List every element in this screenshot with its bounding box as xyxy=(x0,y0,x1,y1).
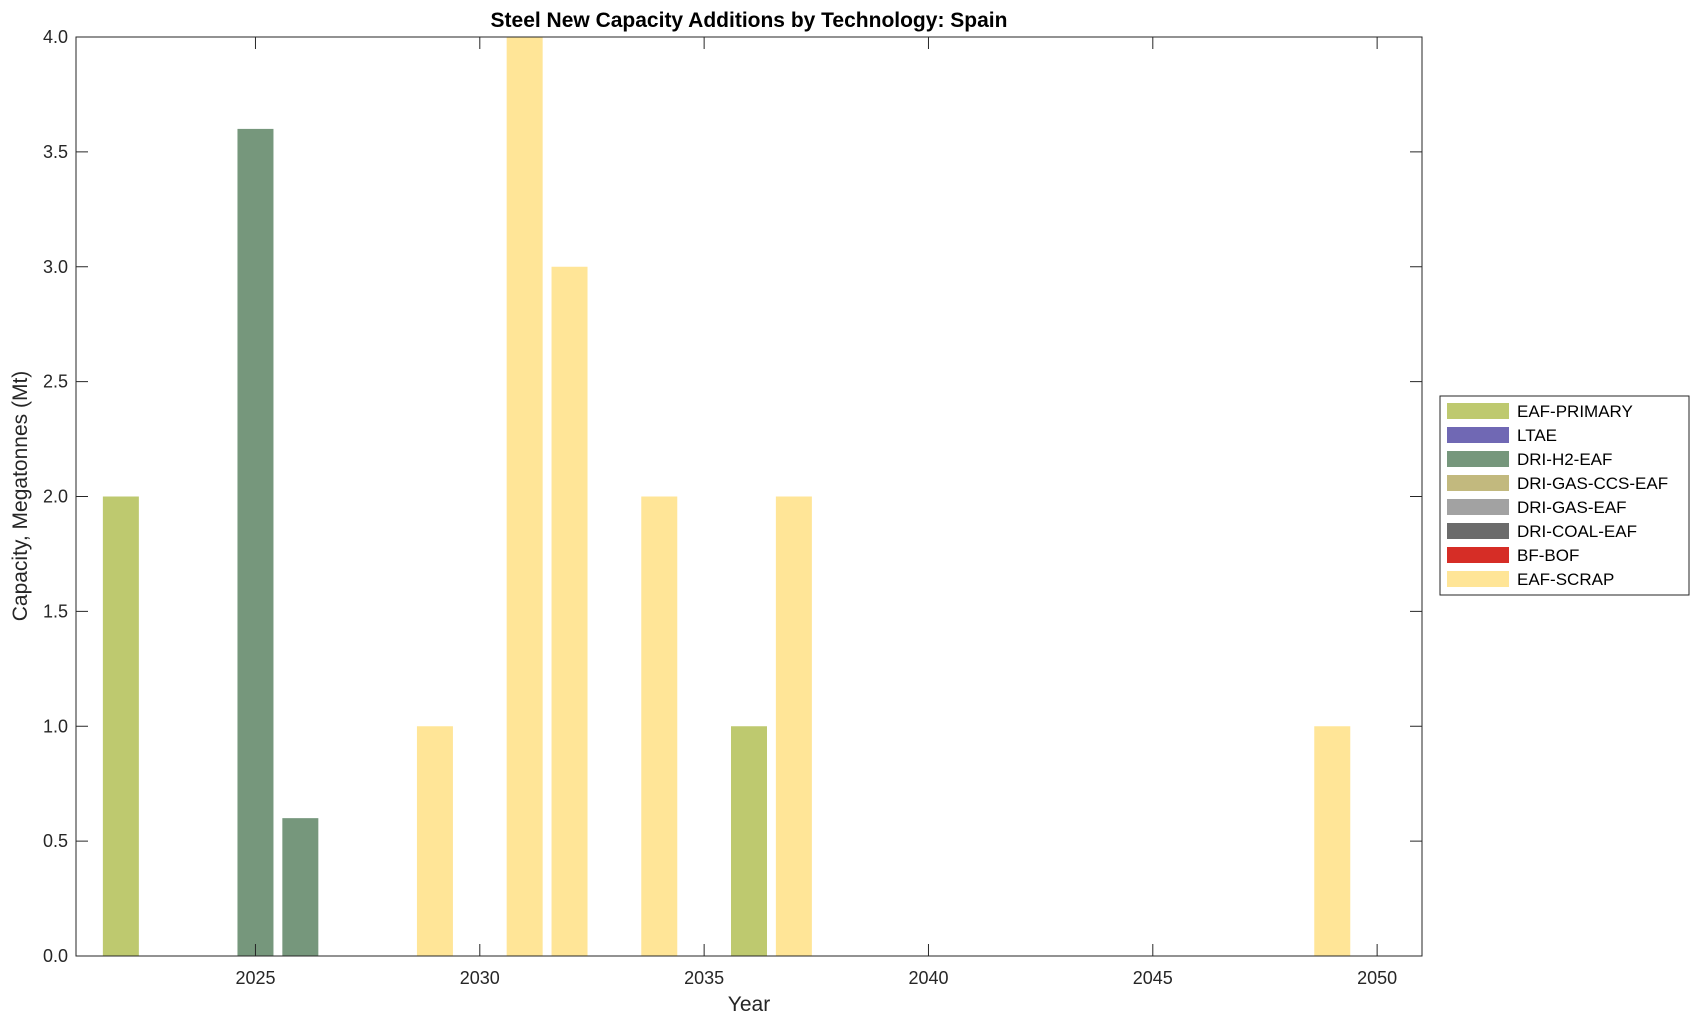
legend-label-ltae: LTAE xyxy=(1517,426,1557,445)
legend-label-bf-bof: BF-BOF xyxy=(1517,546,1579,565)
bar-eaf-scrap-2029 xyxy=(416,726,453,956)
y-tick-label: 0.0 xyxy=(43,946,68,966)
legend-swatch-dri-gas-ccs-eaf xyxy=(1447,475,1509,491)
legend-swatch-dri-coal-eaf xyxy=(1447,523,1509,539)
bar-eaf-scrap-2049 xyxy=(1314,726,1351,956)
bar-eaf-primary-2022 xyxy=(102,496,139,956)
y-tick-label: 1.5 xyxy=(43,601,68,621)
x-axis-label: Year xyxy=(728,993,770,1016)
y-tick-label: 0.5 xyxy=(43,831,68,851)
x-tick-label: 2030 xyxy=(460,968,500,988)
bar-eaf-scrap-2034 xyxy=(641,496,678,956)
bar-dri-h2-eaf-2025 xyxy=(237,128,274,956)
legend-label-dri-coal-eaf: DRI-COAL-EAF xyxy=(1517,522,1637,541)
legend-swatch-eaf-scrap xyxy=(1447,571,1509,587)
x-tick-label: 2035 xyxy=(684,968,724,988)
bar-eaf-scrap-2037 xyxy=(775,496,812,956)
legend-swatch-bf-bof xyxy=(1447,547,1509,563)
bar-eaf-scrap-2032 xyxy=(551,266,588,956)
x-tick-label: 2050 xyxy=(1357,968,1397,988)
y-axis: 0.0 0.5 1.0 1.5 2.0 2.5 3.0 3.5 4.0 xyxy=(43,27,1422,966)
x-axis: 2025 2030 2035 2040 2045 2050 xyxy=(235,37,1397,988)
x-tick-label: 2045 xyxy=(1133,968,1173,988)
x-tick-label: 2025 xyxy=(235,968,275,988)
legend-swatch-dri-gas-eaf xyxy=(1447,499,1509,515)
bar-eaf-primary-2036 xyxy=(731,726,767,956)
legend-box xyxy=(1439,395,1690,596)
legend-label-dri-gas-ccs-eaf: DRI-GAS-CCS-EAF xyxy=(1517,474,1668,493)
legend: EAF-PRIMARY LTAE DRI-H2-EAF DRI-GAS-CCS-EAF… xyxy=(1439,395,1690,596)
y-axis-label: Capacity, Megatonnes (Mt) xyxy=(9,371,32,622)
chart-title: Steel New Capacity Additions by Technolo… xyxy=(491,9,1008,32)
y-tick-label: 2.0 xyxy=(43,487,68,507)
y-tick-label: 3.5 xyxy=(43,142,68,162)
bars-layer xyxy=(102,37,1351,956)
legend-label-eaf-scrap: EAF-SCRAP xyxy=(1517,570,1614,589)
bar-dri-h2-eaf-2026 xyxy=(282,818,319,956)
legend-label-eaf-primary: EAF-PRIMARY xyxy=(1517,402,1633,421)
legend-label-dri-gas-eaf: DRI-GAS-EAF xyxy=(1517,498,1627,517)
y-tick-label: 1.0 xyxy=(43,716,68,736)
bar-eaf-scrap-2031 xyxy=(506,37,543,956)
y-tick-label: 4.0 xyxy=(43,27,68,47)
legend-swatch-dri-h2-eaf xyxy=(1447,451,1509,467)
legend-swatch-eaf-primary xyxy=(1447,403,1509,419)
y-tick-label: 3.0 xyxy=(43,257,68,277)
legend-label-dri-h2-eaf: DRI-H2-EAF xyxy=(1517,450,1612,469)
legend-swatch-ltae xyxy=(1447,427,1509,443)
x-tick-label: 2040 xyxy=(908,968,948,988)
y-tick-label: 2.5 xyxy=(43,372,68,392)
